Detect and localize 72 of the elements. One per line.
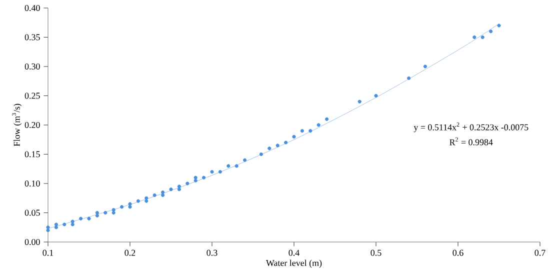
point — [497, 24, 501, 28]
point — [234, 164, 238, 168]
x-tick-label: 0.3 — [206, 250, 218, 256]
x-tick-label: 0.6 — [452, 250, 464, 256]
y-tick-label: 0.40 — [24, 4, 40, 12]
point — [300, 129, 304, 133]
point — [120, 205, 124, 209]
point — [308, 129, 312, 133]
y-tick-label: 0.30 — [24, 63, 40, 70]
point — [186, 182, 190, 186]
x-tick-label: 0.2 — [124, 250, 136, 256]
point — [194, 178, 198, 182]
annotation: R$^{2}$ = 0.9984 — [450, 137, 493, 146]
point — [202, 176, 206, 180]
point — [489, 30, 493, 34]
point — [161, 193, 165, 197]
point — [136, 199, 140, 203]
point — [358, 100, 362, 104]
point — [152, 193, 156, 197]
point — [128, 205, 132, 209]
point — [194, 176, 198, 180]
point — [292, 134, 296, 138]
y-tick-label: 0.05 — [24, 210, 40, 216]
y-tick-label: 0.15 — [24, 151, 40, 158]
point — [87, 216, 91, 220]
y-axis-title: Flow (m$^{3}$/s) — [12, 104, 22, 146]
x-axis-title: Water level (m) — [266, 260, 322, 268]
point — [46, 226, 50, 230]
point — [95, 210, 99, 215]
point — [243, 158, 247, 162]
annotation: y = 0.5114x$^{2}$ + 0.2523x -0.0075 — [414, 122, 528, 132]
point — [144, 199, 148, 203]
y-tick-label: 0.20 — [24, 122, 40, 128]
point — [161, 190, 165, 194]
point — [472, 35, 476, 40]
y-tick-label: 0.00 — [24, 238, 40, 246]
point — [79, 216, 83, 220]
point — [54, 222, 58, 226]
point — [423, 64, 427, 68]
point — [276, 144, 280, 148]
x-tick-label: 0.5 — [370, 250, 382, 256]
point — [70, 220, 74, 224]
point — [177, 188, 181, 192]
point — [480, 35, 484, 40]
point — [95, 214, 99, 218]
point — [169, 188, 173, 192]
point — [374, 94, 378, 98]
x-tick-label: 0.7 — [534, 250, 546, 256]
point — [128, 202, 132, 206]
point — [54, 226, 58, 230]
point — [407, 76, 411, 80]
point — [144, 196, 148, 200]
y-tick-label: 0.35 — [24, 34, 40, 40]
y-tick-label: 0.10 — [24, 180, 40, 187]
point — [259, 152, 263, 156]
point — [210, 170, 214, 174]
point — [46, 228, 50, 232]
point — [226, 164, 230, 168]
point — [112, 210, 116, 215]
point — [218, 170, 222, 174]
point — [62, 222, 66, 226]
point — [284, 140, 288, 144]
y-tick-label: 0.25 — [24, 92, 40, 99]
x-tick-label: 0.4 — [288, 250, 300, 256]
x-tick-label: 0.1 — [42, 250, 54, 256]
point — [104, 210, 108, 215]
point — [112, 208, 116, 212]
point — [70, 222, 74, 226]
point — [316, 123, 320, 127]
point — [268, 146, 272, 150]
point — [177, 184, 181, 188]
point — [325, 117, 329, 121]
